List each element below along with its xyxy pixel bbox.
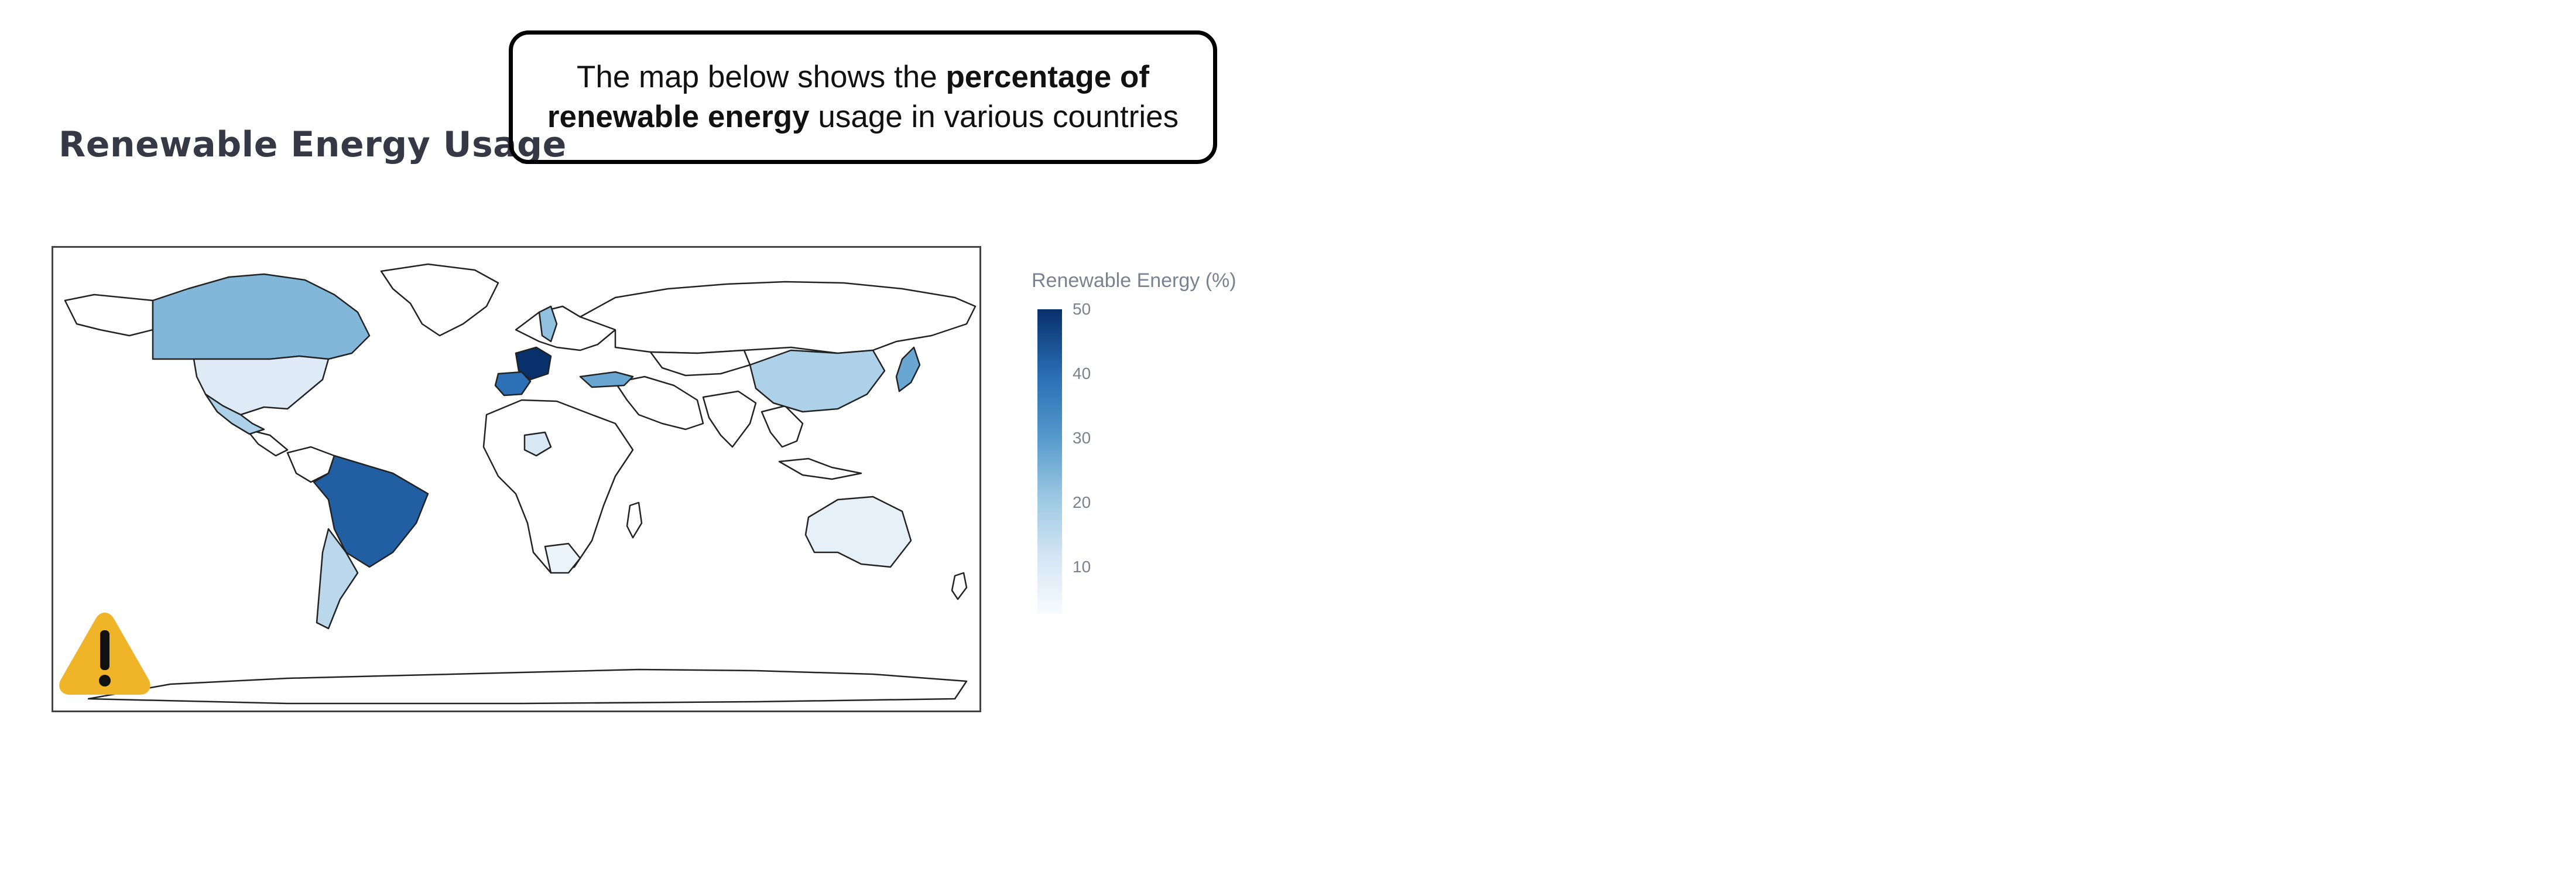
choropleth-map[interactable] (52, 246, 981, 712)
colorbar (1037, 309, 1062, 614)
country-central-asia[interactable] (649, 349, 751, 377)
country-mexico[interactable] (204, 393, 265, 435)
country-nigeria[interactable] (523, 431, 552, 457)
colorbar-tick: 30 (1073, 429, 1091, 447)
callout-text: The map below shows the percentage of re… (547, 57, 1179, 137)
callout-suffix: usage in various countries (809, 100, 1179, 134)
colorbar-tick: 50 (1073, 300, 1091, 318)
info-callout: The map below shows the percentage of re… (509, 30, 1217, 164)
country-canada[interactable] (152, 273, 371, 360)
colorbar-tick: 10 (1073, 558, 1091, 576)
page-title: Renewable Energy Usage (59, 124, 567, 165)
country-middle-east[interactable] (614, 375, 704, 431)
warning-triangle-icon (59, 613, 150, 695)
colorbar-tick: 20 (1073, 493, 1091, 511)
country-argentina[interactable] (316, 528, 359, 630)
callout-prefix: The map below shows the (577, 60, 946, 94)
country-antarctica[interactable] (87, 668, 968, 705)
country-new-zealand[interactable] (951, 572, 968, 600)
country-india[interactable] (702, 390, 757, 448)
colorbar-tick: 40 (1073, 364, 1091, 382)
country-central-america[interactable] (245, 428, 289, 457)
country-spain[interactable] (494, 371, 532, 397)
country-australia[interactable] (804, 496, 912, 568)
country-alaska[interactable] (64, 293, 154, 337)
country-turkey[interactable] (579, 371, 634, 388)
country-se-asia[interactable] (761, 405, 804, 448)
country-south-africa[interactable] (544, 542, 581, 574)
world-map[interactable] (53, 248, 979, 711)
callout-bold-1: percentage of (946, 60, 1149, 94)
country-madagascar[interactable] (626, 501, 643, 539)
country-brazil[interactable] (313, 455, 429, 568)
country-china[interactable] (749, 349, 886, 413)
callout-bold-2: renewable energy (547, 100, 810, 134)
country-japan[interactable] (895, 346, 921, 392)
country-sweden[interactable] (538, 305, 558, 343)
country-russia[interactable] (579, 281, 977, 354)
country-france[interactable] (515, 346, 552, 381)
country-africa[interactable] (482, 399, 634, 574)
colorbar-title: Renewable Energy (%) (1032, 269, 1236, 292)
country-indonesia[interactable] (778, 457, 862, 480)
country-greenland[interactable] (380, 263, 499, 337)
